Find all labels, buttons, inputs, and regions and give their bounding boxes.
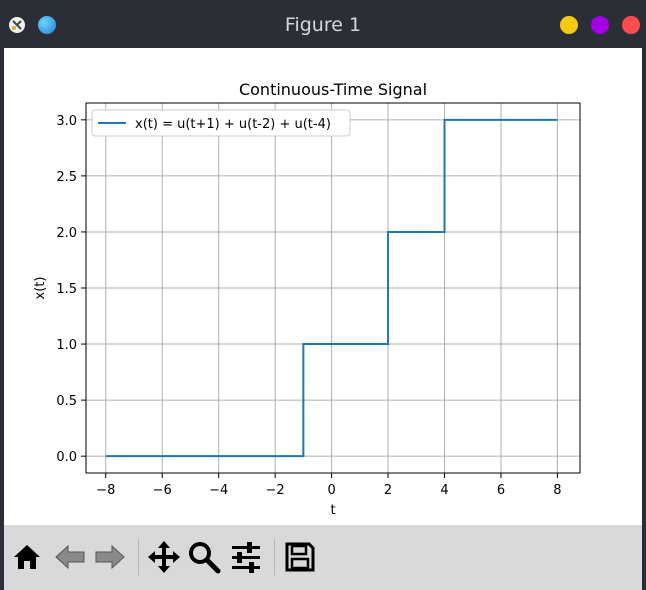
y-tick-label: 0.5	[56, 394, 77, 409]
back-icon[interactable]	[52, 539, 88, 575]
minimize-button[interactable]	[560, 16, 578, 34]
legend: x(t) = u(t+1) + u(t-2) + u(t-4)	[91, 109, 351, 137]
y-axis-label: x(t)	[33, 277, 48, 300]
figure-canvas[interactable]: −8 −6 −4 −2 0 2 4 6 8 0.0 0.5 1.0 1.5 2.0 2.5 3.0 Conti…	[4, 48, 642, 525]
y-tick-label: 3.0	[56, 114, 77, 129]
navigation-toolbar	[4, 525, 642, 590]
chart-title: Continuous-Time Signal	[239, 80, 427, 99]
x-tick-label: 4	[440, 483, 448, 498]
save-icon[interactable]	[282, 539, 318, 575]
y-tick-label: 2.5	[56, 170, 77, 185]
window-title: Figure 1	[284, 14, 362, 36]
x-tick-label: 8	[553, 483, 561, 498]
y-tick-label: 2.0	[56, 226, 77, 241]
y-tick-label: 0.0	[56, 450, 77, 465]
toolbar-separator	[274, 539, 275, 575]
x-tick-label: −8	[96, 483, 115, 498]
window-titlebar: Figure 1	[0, 0, 646, 48]
maximize-button[interactable]	[591, 16, 609, 34]
x-tick-label: 2	[384, 483, 392, 498]
toolbar-separator	[138, 539, 139, 575]
y-tick-label: 1.0	[56, 338, 77, 353]
home-icon[interactable]	[9, 539, 45, 575]
x-tick-label: −6	[153, 483, 172, 498]
x-tick-label: −2	[266, 483, 285, 498]
y-tick-label: 1.5	[56, 282, 77, 297]
x-tick-label: 6	[497, 483, 505, 498]
x-axis-label: t	[330, 503, 335, 518]
app-icon	[8, 16, 26, 34]
zoom-icon[interactable]	[186, 539, 222, 575]
chart: −8 −6 −4 −2 0 2 4 6 8 0.0 0.5 1.0 1.5 2.0 2.5 3.0 Conti…	[33, 80, 581, 518]
legend-label: x(t) = u(t+1) + u(t-2) + u(t-4)	[135, 117, 331, 132]
configure-subplots-icon[interactable]	[228, 539, 264, 575]
x-tick-label: −4	[209, 483, 228, 498]
pan-icon[interactable]	[146, 539, 182, 575]
legend-box	[91, 109, 351, 137]
x-tick-label: 0	[327, 483, 335, 498]
forward-icon[interactable]	[92, 539, 128, 575]
series-line	[105, 118, 558, 458]
close-button[interactable]	[622, 16, 640, 34]
pin-icon[interactable]	[38, 16, 56, 34]
